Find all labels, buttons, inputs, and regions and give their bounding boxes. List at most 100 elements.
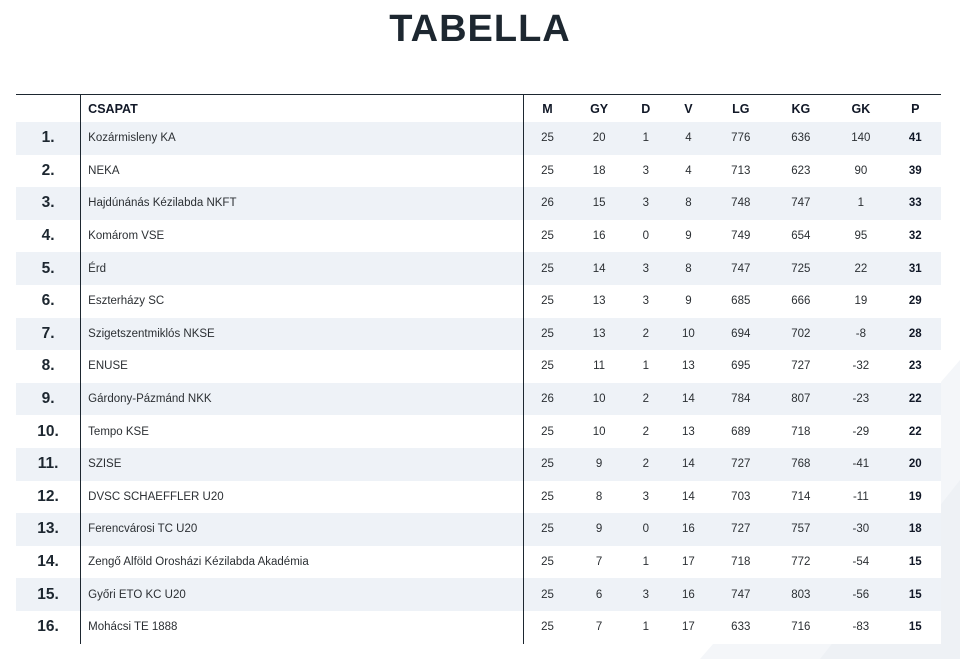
goals-conceded-cell: 623: [769, 154, 833, 188]
losses-cell: 4: [664, 154, 713, 188]
losses-cell: 4: [664, 122, 713, 155]
header-goals-scored: LG: [712, 94, 770, 122]
goals-conceded-cell: 768: [769, 447, 833, 481]
header-rank: [16, 94, 81, 122]
points-cell: 18: [889, 513, 941, 546]
draws-cell: 3: [626, 578, 665, 611]
goals-scored-cell: 747: [712, 252, 770, 285]
goals-scored-cell: 685: [712, 284, 770, 318]
rank-cell: 13.: [16, 513, 81, 546]
draws-cell: 1: [626, 545, 665, 579]
draws-cell: 3: [626, 154, 665, 188]
team-name-cell: Győri ETO KC U20: [80, 578, 524, 611]
goal-difference-cell: 19: [832, 284, 890, 318]
points-cell: 32: [889, 219, 941, 253]
header-draws: D: [626, 94, 665, 122]
points-cell: 23: [889, 350, 941, 383]
losses-cell: 10: [664, 317, 713, 351]
rank-cell: 2.: [16, 154, 81, 188]
matches-cell: 26: [523, 187, 572, 220]
goals-scored-cell: 727: [712, 447, 770, 481]
rank-cell: 4.: [16, 219, 81, 253]
rank-cell: 6.: [16, 284, 81, 318]
matches-cell: 25: [523, 545, 572, 579]
team-name-cell: Mohácsi TE 1888: [80, 610, 524, 644]
losses-cell: 8: [664, 187, 713, 220]
table-row: 7. Szigetszentmiklós NKSE 25 13 2 10 694 702 -8 2…: [16, 317, 941, 351]
header-points: P: [889, 94, 941, 122]
wins-cell: 10: [571, 382, 627, 416]
wins-cell: 13: [571, 317, 627, 351]
table-row: 13. Ferencvárosi TC U20 25 9 0 16 727 757 -30 18: [16, 513, 941, 546]
team-name-cell: Érd: [80, 252, 524, 285]
goals-conceded-cell: 714: [769, 480, 833, 514]
team-name-cell: Ferencvárosi TC U20: [80, 513, 524, 546]
matches-cell: 25: [523, 154, 572, 188]
losses-cell: 14: [664, 480, 713, 514]
goal-difference-cell: 1: [832, 187, 890, 220]
points-cell: 22: [889, 415, 941, 448]
goal-difference-cell: -56: [832, 578, 890, 611]
losses-cell: 9: [664, 284, 713, 318]
goal-difference-cell: -11: [832, 480, 890, 514]
team-name-cell: Tempo KSE: [80, 415, 524, 448]
goal-difference-cell: -41: [832, 447, 890, 481]
table-row: 16. Mohácsi TE 1888 25 7 1 17 633 716 -83 15: [16, 610, 941, 644]
losses-cell: 16: [664, 513, 713, 546]
table-row: 6. Eszterházy SC 25 13 3 9 685 666 19 29: [16, 284, 941, 318]
matches-cell: 25: [523, 219, 572, 253]
points-cell: 39: [889, 154, 941, 188]
wins-cell: 10: [571, 415, 627, 448]
goals-conceded-cell: 747: [769, 187, 833, 220]
goals-scored-cell: 776: [712, 122, 770, 155]
draws-cell: 1: [626, 350, 665, 383]
goals-conceded-cell: 716: [769, 610, 833, 644]
wins-cell: 9: [571, 447, 627, 481]
matches-cell: 25: [523, 610, 572, 644]
points-cell: 31: [889, 252, 941, 285]
losses-cell: 8: [664, 252, 713, 285]
matches-cell: 25: [523, 122, 572, 155]
losses-cell: 9: [664, 219, 713, 253]
points-cell: 33: [889, 187, 941, 220]
draws-cell: 3: [626, 252, 665, 285]
goals-conceded-cell: 725: [769, 252, 833, 285]
team-name-cell: Zengő Alföld Orosházi Kézilabda Akadémia: [80, 545, 524, 579]
rank-cell: 14.: [16, 545, 81, 579]
goal-difference-cell: 90: [832, 154, 890, 188]
wins-cell: 7: [571, 545, 627, 579]
team-name-cell: Gárdony-Pázmánd NKK: [80, 382, 524, 416]
goal-difference-cell: 140: [832, 122, 890, 155]
points-cell: 15: [889, 610, 941, 644]
rank-cell: 16.: [16, 610, 81, 644]
draws-cell: 2: [626, 317, 665, 351]
losses-cell: 13: [664, 415, 713, 448]
table-row: 11. SZISE 25 9 2 14 727 768 -41 20: [16, 447, 941, 481]
points-cell: 41: [889, 122, 941, 155]
goals-scored-cell: 694: [712, 317, 770, 351]
draws-cell: 1: [626, 122, 665, 155]
goals-scored-cell: 748: [712, 187, 770, 220]
team-name-cell: DVSC SCHAEFFLER U20: [80, 480, 524, 514]
goal-difference-cell: -23: [832, 382, 890, 416]
draws-cell: 1: [626, 610, 665, 644]
goals-conceded-cell: 654: [769, 219, 833, 253]
team-name-cell: Szigetszentmiklós NKSE: [80, 317, 524, 351]
rank-cell: 5.: [16, 252, 81, 285]
team-name-cell: Kozármisleny KA: [80, 122, 524, 155]
points-cell: 15: [889, 545, 941, 579]
goals-scored-cell: 633: [712, 610, 770, 644]
losses-cell: 14: [664, 447, 713, 481]
rank-cell: 3.: [16, 187, 81, 220]
draws-cell: 3: [626, 480, 665, 514]
rank-cell: 8.: [16, 350, 81, 383]
team-name-cell: NEKA: [80, 154, 524, 188]
points-cell: 28: [889, 317, 941, 351]
goals-conceded-cell: 772: [769, 545, 833, 579]
rank-cell: 12.: [16, 480, 81, 514]
header-team: CSAPAT: [80, 94, 524, 122]
goals-conceded-cell: 636: [769, 122, 833, 155]
goal-difference-cell: -83: [832, 610, 890, 644]
table-header: CSAPAT M GY D V LG KG GK P: [16, 94, 941, 122]
matches-cell: 25: [523, 480, 572, 514]
